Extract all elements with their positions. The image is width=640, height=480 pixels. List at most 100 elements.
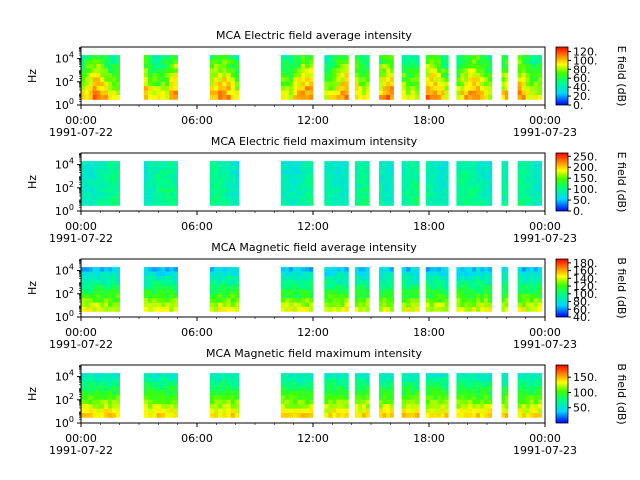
spectrogram-cell — [425, 178, 430, 184]
spectrogram-cell — [483, 404, 489, 409]
spectrogram-cell — [365, 192, 370, 197]
data-block — [143, 55, 178, 100]
spectrogram-cell — [389, 284, 394, 290]
spectrogram-cell — [460, 275, 465, 281]
spectrogram-cell — [143, 196, 149, 202]
spectrogram-cell — [164, 68, 170, 74]
spectrogram-cell — [340, 77, 345, 83]
spectrogram-cell — [533, 377, 539, 383]
spectrogram-cell — [472, 390, 477, 396]
spectrogram-cell — [300, 165, 306, 171]
spectrogram-cell — [84, 404, 90, 409]
spectrogram-cell — [96, 81, 101, 87]
spectrogram-cell — [152, 196, 157, 202]
spectrogram-cell — [222, 275, 227, 281]
data-block — [81, 373, 120, 418]
spectrogram-cell — [88, 86, 93, 91]
spectrogram-cell — [456, 381, 461, 387]
spectrogram-cell — [504, 399, 509, 405]
spectrogram-cell — [81, 165, 86, 171]
spectrogram-cell — [525, 395, 530, 401]
spectrogram-cell — [169, 408, 174, 414]
spectrogram-cell — [92, 399, 97, 405]
spectrogram-cell — [382, 413, 387, 418]
spectrogram-cell — [365, 72, 370, 78]
x-tick-label: 00:00 — [529, 220, 561, 233]
spectrogram-cell — [108, 302, 113, 308]
spectrogram-cell — [100, 390, 105, 396]
spectrogram-cell — [234, 307, 240, 312]
spectrogram-cell — [88, 192, 93, 197]
spectrogram-cell — [472, 386, 477, 392]
spectrogram-cell — [487, 298, 493, 303]
spectrogram-cell — [480, 174, 485, 180]
spectrogram-cell — [401, 165, 407, 171]
spectrogram-cell — [96, 183, 101, 189]
spectrogram-cell — [440, 178, 445, 184]
spectrogram-cell — [96, 307, 101, 312]
spectrogram-cell — [386, 404, 391, 409]
spectrogram-cell — [284, 293, 290, 299]
spectrogram-cell — [226, 267, 231, 272]
spectrogram-cell — [414, 55, 420, 60]
spectrogram-cell — [340, 183, 345, 189]
spectrogram-cell — [288, 267, 294, 272]
spectrogram-cell — [501, 68, 506, 74]
spectrogram-cell — [504, 192, 509, 197]
spectrogram-cell — [521, 59, 526, 65]
spectrogram-cell — [328, 90, 333, 96]
spectrogram-cell — [328, 187, 333, 193]
spectrogram-cell — [81, 275, 86, 281]
spectrogram-cell — [173, 293, 178, 299]
spectrogram-cell — [226, 408, 231, 414]
spectrogram-cell — [480, 307, 485, 312]
spectrogram-cell — [115, 81, 120, 87]
spectrogram-cell — [414, 302, 420, 308]
spectrogram-cell — [517, 390, 522, 396]
spectrogram-cell — [354, 280, 359, 286]
spectrogram-cell — [156, 95, 162, 100]
spectrogram-cell — [152, 165, 157, 171]
spectrogram-cell — [354, 165, 359, 171]
spectrogram-cell — [234, 390, 240, 396]
spectrogram-cell — [365, 275, 370, 281]
spectrogram-cell — [152, 399, 157, 405]
spectrogram-cell — [533, 183, 539, 189]
spectrogram-cell — [444, 413, 449, 418]
spectrogram-cell — [160, 267, 166, 272]
spectrogram-cell — [433, 72, 438, 78]
spectrogram-cell — [81, 408, 86, 414]
spectrogram-cell — [222, 178, 227, 184]
spectrogram-cell — [460, 298, 465, 303]
spectrogram-cell — [209, 90, 215, 96]
spectrogram-cell — [160, 284, 166, 290]
spectrogram-cell — [340, 201, 345, 206]
spectrogram-cell — [386, 183, 391, 189]
spectrogram-cell — [160, 413, 166, 418]
spectrogram-cell — [472, 201, 477, 206]
spectrogram-cell — [401, 275, 407, 281]
spectrogram-cell — [414, 59, 420, 65]
spectrogram-cell — [284, 192, 290, 197]
spectrogram-cell — [304, 90, 310, 96]
spectrogram-cell — [382, 72, 387, 78]
spectrogram-cell — [440, 95, 445, 100]
spectrogram-cell — [525, 161, 530, 166]
spectrogram-cell — [160, 86, 166, 91]
spectrogram-cell — [284, 377, 290, 383]
spectrogram-cell — [173, 95, 178, 100]
spectrogram-cell — [365, 302, 370, 308]
spectrogram-cell — [284, 77, 290, 83]
spectrogram-cell — [444, 408, 449, 414]
spectrogram-cell — [328, 373, 333, 378]
spectrogram-cell — [483, 386, 489, 392]
spectrogram-cell — [365, 169, 370, 175]
spectrogram-cell — [164, 404, 170, 409]
spectrogram-cell — [386, 201, 391, 206]
spectrogram-cell — [440, 373, 445, 378]
spectrogram-cell — [88, 267, 93, 272]
spectrogram-cell — [468, 86, 473, 91]
spectrogram-cell — [440, 192, 445, 197]
spectrogram-cell — [88, 63, 93, 69]
spectrogram-cell — [464, 165, 469, 171]
